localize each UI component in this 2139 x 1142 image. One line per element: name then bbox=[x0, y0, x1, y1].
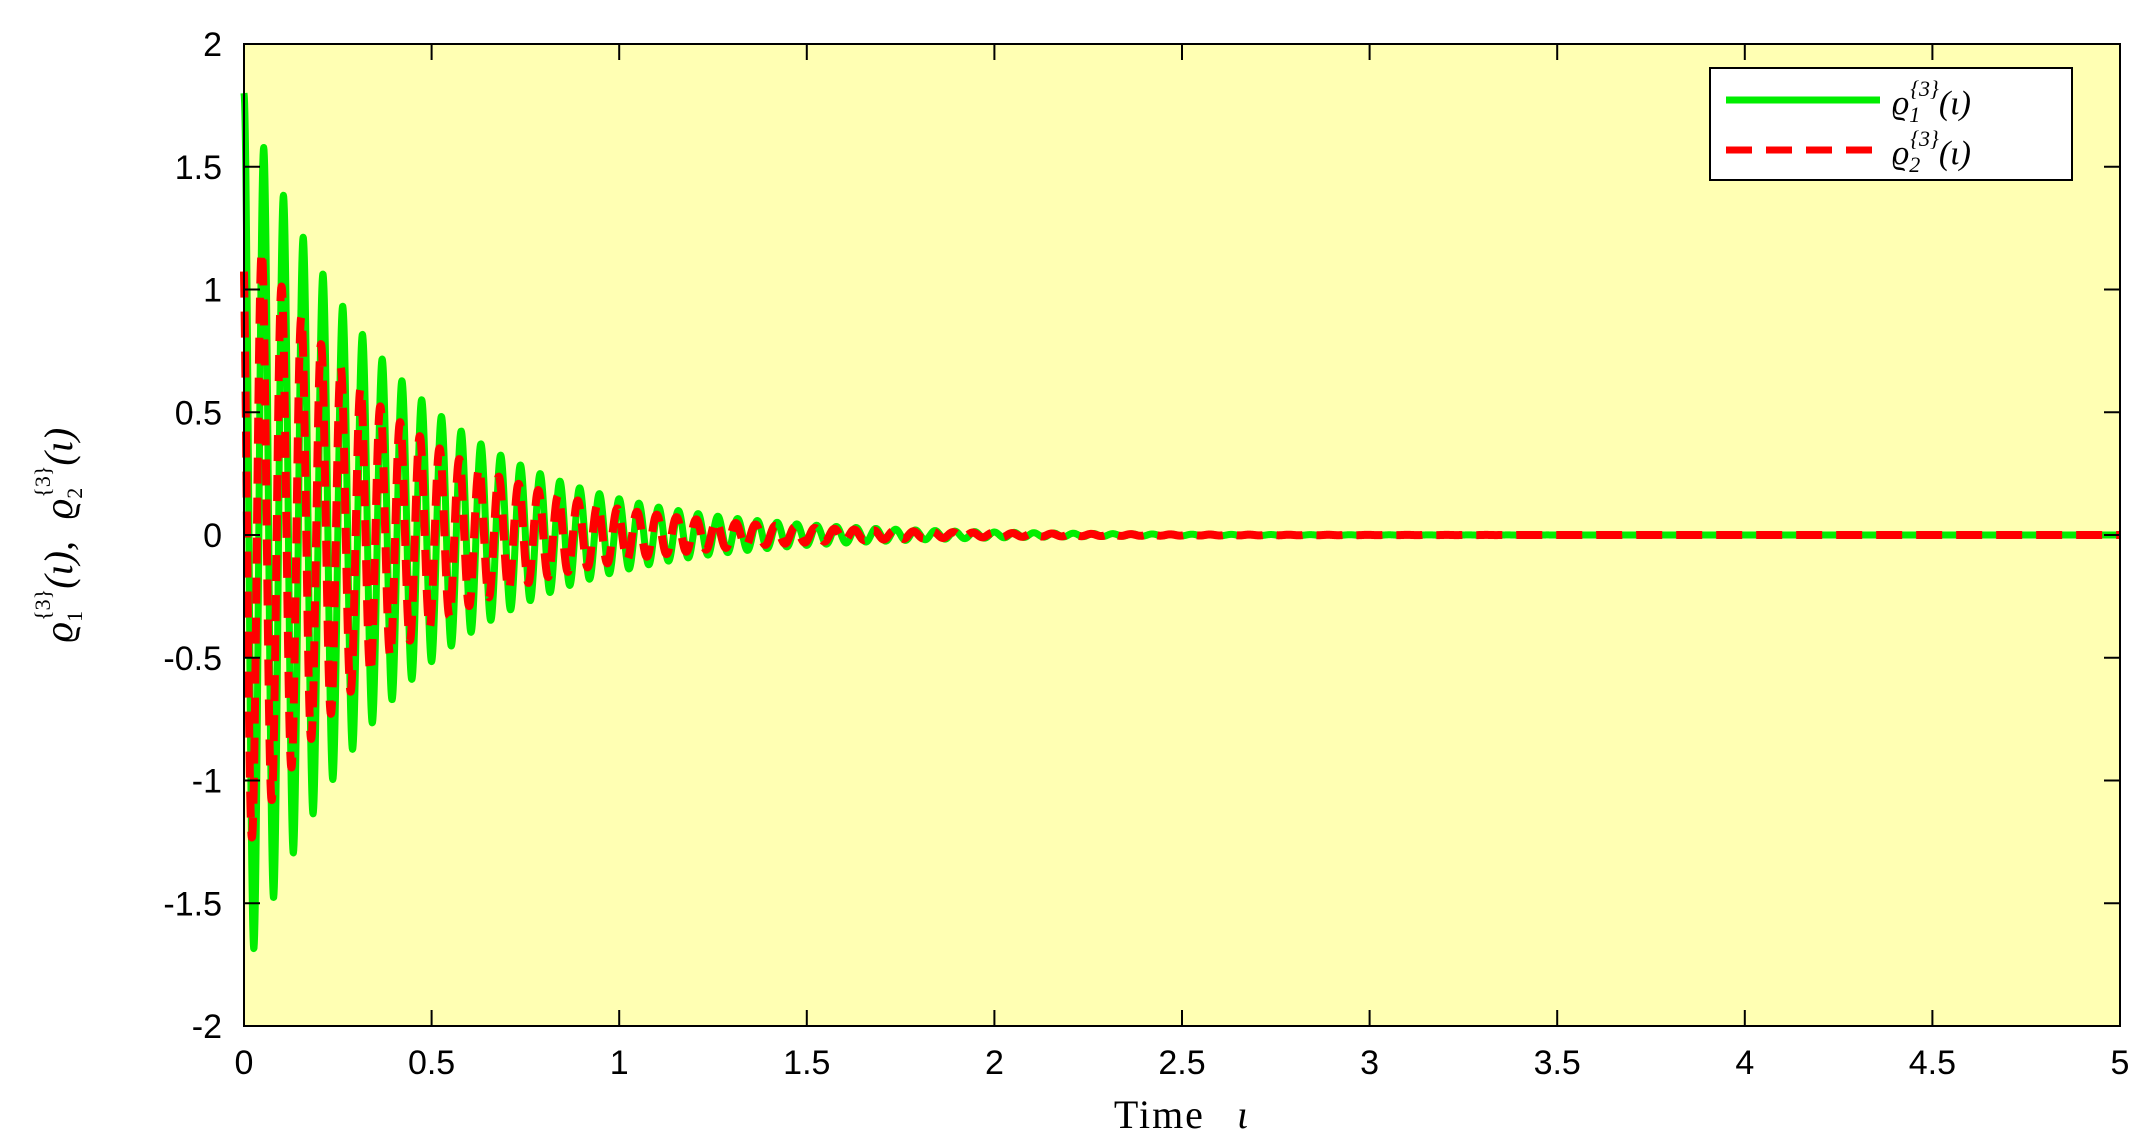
legend-label-series-1-sup: {3} bbox=[1910, 76, 1939, 101]
y-axis-title-base1: ϱ bbox=[36, 622, 81, 642]
legend-label-series-2-base: ϱ bbox=[1892, 135, 1909, 172]
x-tick-labels: 0 0.5 1 1.5 2 2.5 3 3.5 4 4.5 5 bbox=[235, 1044, 2130, 1082]
y-axis-title-sup1: {3} bbox=[30, 589, 55, 621]
y-axis-title-sub2: 2 bbox=[62, 488, 87, 499]
y-axis-title-sup2: {3} bbox=[30, 466, 55, 498]
x-axis-title-symbol: ι bbox=[1237, 1092, 1248, 1137]
legend-label-series-1-arg: (ι) bbox=[1939, 85, 1971, 122]
y-tick-label: 0.5 bbox=[175, 394, 222, 432]
legend-label-series-1-base: ϱ bbox=[1892, 85, 1909, 122]
y-tick-label: -1.5 bbox=[163, 885, 222, 923]
ticks-layer bbox=[243, 43, 2121, 1027]
y-tick-label: 2 bbox=[203, 26, 222, 64]
legend-label-series-2-sub: 2 bbox=[1909, 152, 1920, 177]
y-axis-title-arg2: (ι) bbox=[36, 428, 81, 466]
series-layer bbox=[240, 92, 2124, 953]
y-axis-title-arg1: (ι), bbox=[36, 541, 81, 589]
x-tick-label: 4 bbox=[1735, 1044, 1754, 1082]
y-tick-label: 0 bbox=[203, 517, 222, 555]
svg-text:ϱ1{3}(ι), ϱ2{3}(ι): ϱ1{3}(ι), ϱ2{3}(ι) bbox=[30, 428, 87, 642]
y-tick-label: -0.5 bbox=[163, 640, 222, 678]
y-axis-title: ϱ1{3}(ι), ϱ2{3}(ι) bbox=[30, 428, 87, 642]
legend-label-series-1-sub: 1 bbox=[1909, 102, 1920, 127]
x-tick-label: 3 bbox=[1360, 1044, 1379, 1082]
y-tick-label: -1 bbox=[192, 763, 222, 801]
x-tick-label: 0.5 bbox=[408, 1044, 455, 1082]
x-tick-label: 2.5 bbox=[1158, 1044, 1205, 1082]
x-tick-label: 3.5 bbox=[1534, 1044, 1581, 1082]
y-tick-labels: 2 1.5 1 0.5 0 -0.5 -1 -1.5 -2 bbox=[163, 26, 222, 1046]
legend: ϱ1{3}(ι) ϱ2{3}(ι) bbox=[1709, 67, 2073, 181]
x-axis-title: Time ι bbox=[1114, 1092, 1248, 1137]
legend-label-series-1: ϱ1{3}(ι) bbox=[1892, 76, 1971, 127]
legend-box bbox=[1709, 67, 2073, 181]
y-tick-label: 1 bbox=[203, 272, 222, 310]
x-tick-label: 2 bbox=[985, 1044, 1004, 1082]
x-tick-label: 0 bbox=[235, 1044, 254, 1082]
y-axis-title-sub1: 1 bbox=[62, 611, 87, 622]
series-line-2 bbox=[240, 247, 2124, 842]
y-axis-title-base2: ϱ bbox=[36, 499, 81, 519]
x-axis-title-text: Time bbox=[1114, 1092, 1205, 1137]
legend-label-series-2: ϱ2{3}(ι) bbox=[1892, 126, 1971, 177]
legend-label-series-2-arg: (ι) bbox=[1939, 135, 1971, 172]
y-tick-label: -2 bbox=[192, 1008, 222, 1046]
x-tick-label: 1 bbox=[610, 1044, 629, 1082]
legend-label-series-2-sup: {3} bbox=[1910, 126, 1939, 151]
y-tick-label: 1.5 bbox=[175, 149, 222, 187]
x-tick-label: 1.5 bbox=[783, 1044, 830, 1082]
x-tick-label: 5 bbox=[2111, 1044, 2130, 1082]
x-tick-label: 4.5 bbox=[1909, 1044, 1956, 1082]
